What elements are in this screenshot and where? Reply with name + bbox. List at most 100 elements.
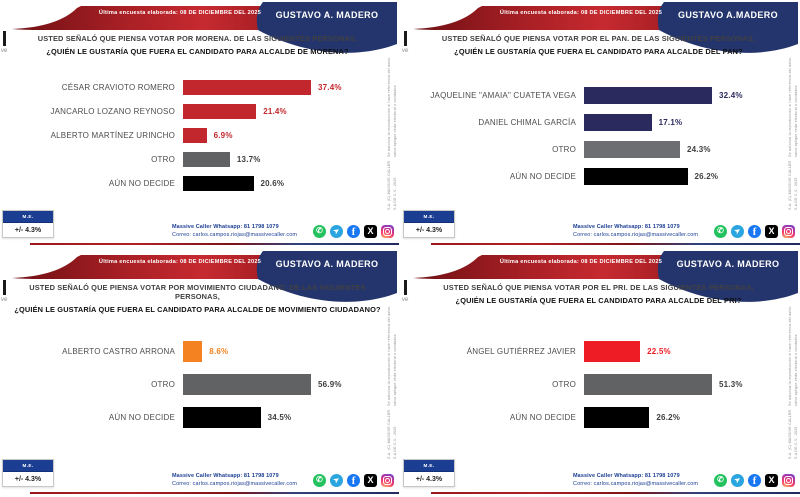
bar (183, 104, 257, 119)
question-line-2: ¿QUIÉN LE GUSTARÍA QUE FUERA EL CANDIDAT… (14, 304, 381, 314)
question-line-1: USTED SEÑALÓ QUE PIENSA VOTAR POR MOVIMI… (29, 283, 366, 301)
banner-ribbon (413, 251, 798, 302)
bar-chart-morena: CÉSAR CRAVIOTO ROMERO 37.4% JANCARLO LOZAN… (0, 66, 387, 205)
whatsapp-contact: Massive Caller Whatsapp: 81 1798 1079 (172, 472, 279, 479)
badge-value: +/- 4.3% (14, 475, 42, 483)
x-icon: X (765, 224, 778, 238)
candidate-label: OTRO (552, 380, 576, 389)
x-icon: X (765, 473, 778, 487)
logo-fragment: ve (402, 280, 416, 303)
value-label: 37.4% (318, 83, 342, 92)
bar (584, 341, 641, 362)
whatsapp-contact: Massive Caller Whatsapp: 81 1798 1079 (573, 223, 680, 230)
whatsapp-icon: ✆ (714, 224, 727, 238)
bar (183, 341, 203, 362)
value-label: 26.2% (694, 171, 719, 181)
bar-row: ÁNGEL GUTIÉRREZ JAVIER 22.5% (401, 341, 788, 362)
value-label: 26.2% (656, 413, 681, 422)
question-line-2: ¿QUIÉN LE GUSTARÍA QUE FUERA EL CANDIDAT… (46, 46, 349, 56)
candidate-label: ALBERTO CASTRO ARRONA (62, 347, 175, 356)
bar (584, 86, 712, 104)
contact-footer: Massive Caller Whatsapp: 81 1798 1079 Co… (172, 223, 394, 240)
question-line-2: ¿QUIÉN LE GUSTARÍA QUE FUERA EL CANDIDAT… (455, 295, 742, 305)
whatsapp-icon: ✆ (714, 473, 727, 487)
candidate-label: JAQUELINE "AMAIA" CUATETA VEGA (430, 90, 576, 100)
question-line-1: USTED SEÑALÓ QUE PIENSA VOTAR POR EL PAN… (441, 34, 756, 43)
bar (584, 113, 652, 131)
facebook-icon: f (347, 224, 360, 238)
margin-of-error-badge: M.E. +/- 4.3% (403, 459, 455, 487)
logo-bar (3, 31, 6, 46)
bar (183, 128, 207, 143)
bar-row: OTRO 13.7% (0, 152, 387, 167)
contact-text: Massive Caller Whatsapp: 81 1798 1079 Co… (573, 223, 698, 240)
bar-row: OTRO 24.3% (401, 140, 788, 158)
poll-question: USTED SEÑALÓ QUE PIENSA VOTAR POR MOVIMI… (14, 283, 381, 314)
candidate-label: CÉSAR CRAVIOTO ROMERO (61, 83, 175, 92)
contact-text: Massive Caller Whatsapp: 81 1798 1079 Co… (573, 472, 698, 489)
candidate-label: ALBERTO MARTÍNEZ URINCHO (50, 131, 175, 140)
question-line-1: USTED SEÑALÓ QUE PIENSA VOTAR POR MORENA… (37, 34, 358, 43)
candidate-label: OTRO (552, 144, 576, 154)
bar (183, 407, 261, 428)
facebook-icon: f (347, 473, 360, 487)
value-label: 24.3% (687, 144, 711, 154)
location-title: GUSTAVO A. MADERO (676, 258, 780, 269)
logo-fragment: ve (1, 31, 15, 54)
logo-bar (3, 280, 6, 295)
bar-row: CÉSAR CRAVIOTO ROMERO 37.4% (0, 80, 387, 95)
candidate-label: JANCARLO LOZANO REYNOSO (50, 107, 175, 116)
question-line-1: USTED SEÑALÓ QUE PIENSA VOTAR POR EL PRI… (443, 283, 754, 292)
facebook-icon: f (748, 224, 761, 238)
bottom-divider (431, 492, 800, 494)
poll-question: USTED SEÑALÓ QUE PIENSA VOTAR POR EL PRI… (415, 283, 782, 305)
copyright-line: S.A. (C) MASSIVE CALLER S.A DE C.V., 202… (787, 160, 798, 210)
margin-of-error-badge: M.E. +/- 4.3% (403, 210, 455, 238)
disclaimer-line: Se autoriza la reproducción si hace refe… (787, 306, 798, 407)
badge-header: M.E. (404, 460, 454, 472)
value-label: 32.4% (719, 90, 743, 100)
location-title: GUSTAVO A.MADERO (678, 9, 778, 20)
value-label: 17.1% (658, 117, 683, 127)
camera-lens-icon (785, 228, 792, 235)
contact-text: Massive Caller Whatsapp: 81 1798 1079 Co… (172, 472, 297, 489)
contact-text: Massive Caller Whatsapp: 81 1798 1079 Co… (172, 223, 297, 240)
value-label: 21.4% (263, 107, 287, 116)
contact-footer: Massive Caller Whatsapp: 81 1798 1079 Co… (573, 223, 795, 240)
copyright-line: S.A. (C) MASSIVE CALLER S.A DE C.V., 202… (386, 160, 397, 210)
badge-value: +/- 4.3% (14, 226, 42, 234)
badge-value: +/- 4.3% (415, 226, 443, 234)
whatsapp-contact: Massive Caller Whatsapp: 81 1798 1079 (573, 472, 680, 479)
telegram-icon: ➤ (330, 224, 343, 238)
logo-text-fragment: ve (402, 48, 409, 54)
bar-chart-mc: ALBERTO CASTRO ARRONA 8.6% OTRO 56.9% AÚN NO… (0, 315, 387, 454)
banner-ribbon (413, 2, 798, 53)
email-contact: Correo: carlos.campos.riojas@massivecall… (172, 232, 298, 239)
badge-header: M.E. (404, 211, 454, 223)
bar-row: AÚN NO DECIDE 26.2% (401, 407, 788, 428)
logo-bar (404, 280, 407, 295)
bar-row: AÚN NO DECIDE 34.5% (0, 407, 387, 428)
poll-panel-movimiento-ciudadano: Última encuesta elaborada: 08 DE DICIEMB… (0, 249, 399, 496)
bar-chart-pan: JAQUELINE "AMAIA" CUATETA VEGA 32.4% DANIE… (401, 66, 788, 205)
bottom-divider (30, 243, 399, 245)
location-title: GUSTAVO A. MADERO (275, 9, 379, 20)
contact-footer: Massive Caller Whatsapp: 81 1798 1079 Co… (172, 472, 394, 489)
facebook-icon: f (748, 473, 761, 487)
copyright-side-note: S.A. (C) MASSIVE CALLER S.A DE C.V., 202… (386, 301, 398, 459)
whatsapp-contact: Massive Caller Whatsapp: 81 1798 1079 (172, 223, 279, 230)
bar (584, 407, 650, 428)
margin-of-error-badge: M.E. +/- 4.3% (2, 459, 54, 487)
badge-header: M.E. (3, 211, 53, 223)
bar (183, 374, 311, 395)
bar (584, 140, 680, 158)
social-icons: ✆ ➤ f X (313, 473, 394, 487)
copyright-side-note: S.A. (C) MASSIVE CALLER S.A DE C.V., 202… (386, 52, 398, 210)
poll-panel-pri: Última encuesta elaborada: 08 DE DICIEMB… (401, 249, 800, 496)
telegram-icon: ➤ (731, 473, 744, 487)
social-icons: ✆ ➤ f X (714, 473, 795, 487)
whatsapp-icon: ✆ (313, 224, 326, 238)
candidate-label: AÚN NO DECIDE (509, 171, 576, 181)
value-label: 51.3% (719, 380, 743, 389)
logo-text-fragment: ve (402, 297, 409, 303)
